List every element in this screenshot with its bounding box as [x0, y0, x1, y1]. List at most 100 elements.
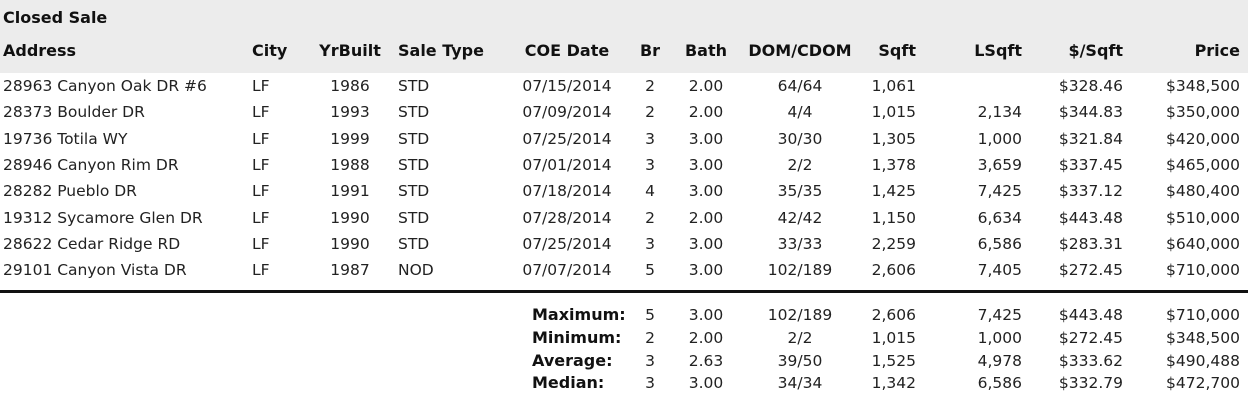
- cell-saletype: STD: [398, 208, 430, 227]
- cell-domcdom: 33/33: [777, 234, 823, 253]
- cell-yrbuilt: 1988: [330, 155, 370, 174]
- cell-psf: $328.46: [1058, 77, 1123, 95]
- cell-address: 28282 Pueblo DR: [3, 182, 137, 201]
- column-header-br: Br: [639, 41, 661, 60]
- cell-bath: 2.00: [688, 208, 724, 227]
- cell-domcdom: 2/2: [787, 155, 813, 174]
- cell-yrbuilt: 1991: [330, 182, 370, 201]
- cell-domcdom: 64/64: [777, 77, 823, 95]
- cell-coe: 07/25/2014: [522, 129, 612, 148]
- cell-br: 2: [645, 77, 655, 95]
- cell-yrbuilt: 1986: [330, 77, 370, 95]
- cell-br: 4: [645, 182, 655, 201]
- cell-coe: 07/28/2014: [522, 208, 612, 227]
- cell-saletype: STD: [398, 155, 430, 174]
- cell-lsqft: 3,659: [977, 155, 1022, 174]
- cell-saletype: STD: [398, 77, 430, 95]
- cell-city: LF: [252, 77, 270, 95]
- cell-yrbuilt: 1993: [330, 103, 370, 122]
- cell-sqft: 1,061: [871, 77, 916, 95]
- cell-address: 28946 Canyon Rim DR: [3, 155, 179, 174]
- summary-price: $472,700: [1166, 374, 1240, 393]
- cell-br: 3: [645, 129, 655, 148]
- cell-bath: 3.00: [688, 182, 724, 201]
- cell-sqft: 1,305: [871, 129, 916, 148]
- cell-lsqft: 6,634: [977, 208, 1022, 227]
- cell-address: 28622 Cedar Ridge RD: [3, 234, 181, 253]
- summary-label: Minimum:: [532, 327, 622, 347]
- summary-psf: $332.79: [1058, 374, 1123, 393]
- cell-domcdom: 102/189: [767, 261, 833, 280]
- cell-saletype: STD: [398, 234, 430, 253]
- summary-domcdom: 34/34: [777, 374, 823, 393]
- cell-price: $710,000: [1166, 261, 1240, 280]
- summary-domcdom: 39/50: [777, 351, 823, 370]
- summary-lsqft: 4,978: [977, 351, 1022, 370]
- cell-psf: $337.12: [1058, 182, 1123, 201]
- cell-address: 19736 Totila WY: [3, 129, 128, 148]
- summary-label: Maximum:: [532, 305, 626, 324]
- cell-coe: 07/15/2014: [522, 77, 612, 95]
- cell-sqft: 1,425: [871, 182, 916, 201]
- table-header-band: [0, 0, 1248, 73]
- summary-domcdom: 102/189: [767, 306, 833, 324]
- summary-label: Median:: [532, 373, 605, 393]
- summary-domcdom: 2/2: [787, 328, 813, 347]
- cell-coe: 07/07/2014: [522, 261, 612, 280]
- summary-lsqft: 1,000: [977, 328, 1022, 347]
- cell-psf: $272.45: [1058, 261, 1123, 280]
- column-header-coe: COE Date: [524, 41, 610, 60]
- cell-sqft: 1,378: [871, 155, 916, 174]
- cell-price: $348,500: [1166, 77, 1240, 95]
- cell-lsqft: 6,586: [977, 234, 1022, 253]
- cell-sqft: 2,606: [871, 261, 916, 280]
- cell-psf: $344.83: [1058, 103, 1123, 122]
- cell-price: $465,000: [1166, 155, 1240, 174]
- summary-sqft: 1,015: [871, 328, 916, 347]
- cell-bath: 3.00: [688, 155, 724, 174]
- summary-br: 2: [645, 328, 655, 347]
- column-header-address: Address: [3, 41, 77, 60]
- cell-bath: 3.00: [688, 261, 724, 280]
- cell-br: 3: [645, 234, 655, 253]
- column-header-price: Price: [1194, 41, 1240, 60]
- cell-sqft: 1,150: [871, 208, 916, 227]
- summary-psf: $272.45: [1058, 328, 1123, 347]
- cell-domcdom: 35/35: [777, 182, 823, 201]
- cell-address: 28373 Boulder DR: [3, 103, 145, 122]
- cell-psf: $443.48: [1058, 208, 1123, 227]
- column-header-city: City: [252, 41, 288, 60]
- cell-saletype: NOD: [398, 261, 434, 280]
- cell-yrbuilt: 1999: [330, 129, 370, 148]
- cell-coe: 07/18/2014: [522, 182, 612, 201]
- cell-city: LF: [252, 103, 270, 122]
- cell-br: 2: [645, 208, 655, 227]
- summary-price: $710,000: [1166, 306, 1240, 324]
- cell-domcdom: 4/4: [787, 103, 813, 122]
- summary-sqft: 1,525: [871, 351, 916, 370]
- summary-price: $490,488: [1166, 351, 1240, 370]
- summary-psf: $443.48: [1058, 306, 1123, 324]
- summary-lsqft: 7,425: [977, 306, 1022, 324]
- column-header-saletype: Sale Type: [398, 41, 484, 60]
- cell-city: LF: [252, 129, 270, 148]
- cell-address: 28963 Canyon Oak DR #6: [3, 77, 207, 95]
- section-title: Closed Sale: [3, 8, 108, 27]
- cell-bath: 2.00: [688, 77, 724, 95]
- cell-psf: $337.45: [1058, 155, 1123, 174]
- summary-bath: 2.00: [688, 328, 724, 347]
- cell-sqft: 2,259: [871, 234, 916, 253]
- cell-city: LF: [252, 182, 270, 201]
- cell-domcdom: 42/42: [777, 208, 823, 227]
- cell-lsqft: 1,000: [977, 129, 1022, 148]
- summary-bath: 2.63: [688, 351, 724, 370]
- cell-city: LF: [252, 261, 270, 280]
- cell-address: 29101 Canyon Vista DR: [3, 261, 187, 280]
- cell-price: $640,000: [1166, 234, 1240, 253]
- cell-lsqft: 2,134: [977, 103, 1022, 122]
- cell-yrbuilt: 1987: [330, 261, 370, 280]
- column-header-bath: Bath: [684, 41, 728, 60]
- summary-sqft: 1,342: [871, 374, 916, 393]
- cell-price: $420,000: [1166, 129, 1240, 148]
- cell-saletype: STD: [398, 103, 430, 122]
